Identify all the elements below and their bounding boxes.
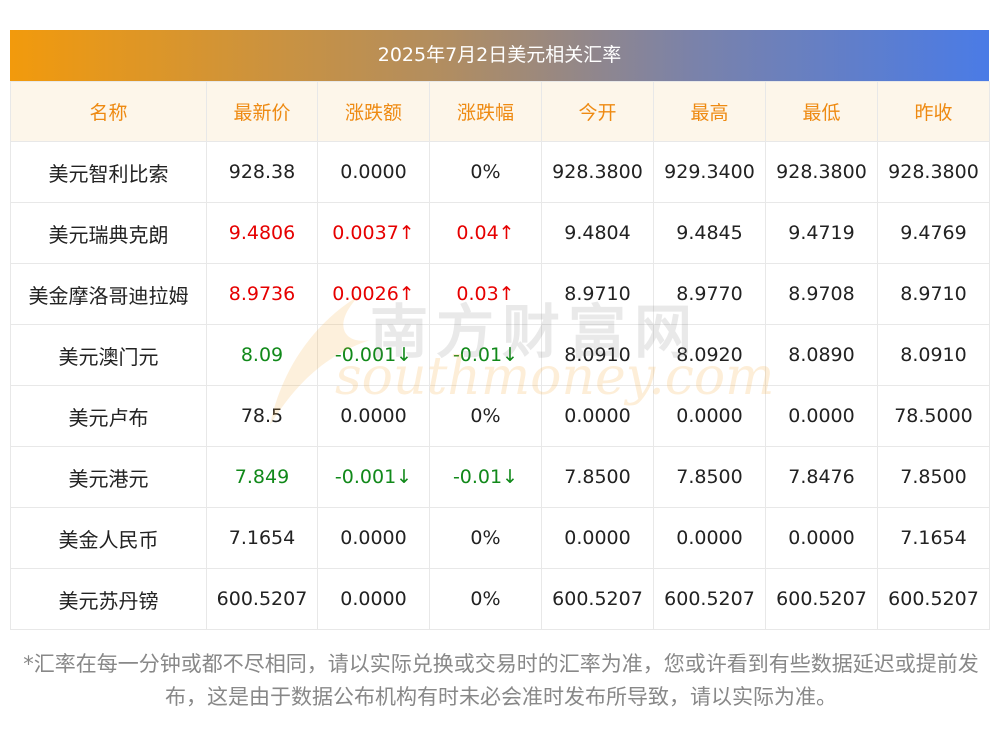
cell-latest: 8.9736 xyxy=(206,263,318,325)
header-pct: 涨跌幅 xyxy=(429,81,542,142)
cell-prev: 8.9710 xyxy=(877,263,990,325)
cell-open: 600.5207 xyxy=(541,568,654,630)
cell-change: 0.0026↑ xyxy=(317,263,430,325)
cell-open: 8.0910 xyxy=(541,324,654,386)
cell-name: 美元瑞典克朗 xyxy=(10,202,207,264)
table-row: 美元智利比索 928.38 0.0000 0% 928.3800 929.3400 928.… xyxy=(10,141,990,203)
cell-low: 8.9708 xyxy=(765,263,878,325)
cell-open: 9.4804 xyxy=(541,202,654,264)
cell-change: 0.0037↑ xyxy=(317,202,430,264)
cell-pct: -0.01↓ xyxy=(429,446,542,508)
cell-latest: 78.5 xyxy=(206,385,318,447)
cell-latest: 7.849 xyxy=(206,446,318,508)
header-change: 涨跌额 xyxy=(317,81,430,142)
cell-open: 7.8500 xyxy=(541,446,654,508)
cell-low: 0.0000 xyxy=(765,385,878,447)
header-prev: 昨收 xyxy=(877,81,990,142)
cell-low: 8.0890 xyxy=(765,324,878,386)
cell-name: 美元苏丹镑 xyxy=(10,568,207,630)
table-body: 美元智利比索 928.38 0.0000 0% 928.3800 929.3400 928.… xyxy=(10,141,990,630)
header-latest: 最新价 xyxy=(206,81,318,142)
cell-low: 928.3800 xyxy=(765,141,878,203)
table-title: 2025年7月2日美元相关汇率 xyxy=(10,30,989,81)
cell-change: 0.0000 xyxy=(317,385,430,447)
header-row: 名称 最新价 涨跌额 涨跌幅 今开 最高 最低 昨收 xyxy=(10,81,990,142)
cell-prev: 78.5000 xyxy=(877,385,990,447)
cell-name: 美元卢布 xyxy=(10,385,207,447)
cell-pct: 0% xyxy=(429,568,542,630)
cell-low: 7.8476 xyxy=(765,446,878,508)
table-row: 美金人民币 7.1654 0.0000 0% 0.0000 0.0000 0.0000 7.1… xyxy=(10,507,990,569)
cell-change: -0.001↓ xyxy=(317,446,430,508)
cell-pct: 0% xyxy=(429,385,542,447)
cell-latest: 7.1654 xyxy=(206,507,318,569)
cell-name: 美元智利比索 xyxy=(10,141,207,203)
cell-change: 0.0000 xyxy=(317,568,430,630)
cell-prev: 7.1654 xyxy=(877,507,990,569)
table-row: 美金摩洛哥迪拉姆 8.9736 0.0026↑ 0.03↑ 8.9710 8.9770 8.… xyxy=(10,263,990,325)
cell-low: 600.5207 xyxy=(765,568,878,630)
cell-prev: 600.5207 xyxy=(877,568,990,630)
cell-open: 928.3800 xyxy=(541,141,654,203)
cell-change: 0.0000 xyxy=(317,141,430,203)
cell-high: 9.4845 xyxy=(653,202,766,264)
cell-name: 美金摩洛哥迪拉姆 xyxy=(10,263,207,325)
table-row: 美元港元 7.849 -0.001↓ -0.01↓ 7.8500 7.8500 7.8476… xyxy=(10,446,990,508)
rate-table: 名称 最新价 涨跌额 涨跌幅 今开 最高 最低 昨收 美元智利比索 928.38 0… xyxy=(10,81,990,630)
cell-high: 7.8500 xyxy=(653,446,766,508)
cell-pct: 0% xyxy=(429,507,542,569)
cell-name: 美元澳门元 xyxy=(10,324,207,386)
table-row: 美元瑞典克朗 9.4806 0.0037↑ 0.04↑ 9.4804 9.4845 9.47… xyxy=(10,202,990,264)
cell-open: 0.0000 xyxy=(541,507,654,569)
cell-prev: 928.3800 xyxy=(877,141,990,203)
cell-latest: 8.09 xyxy=(206,324,318,386)
cell-latest: 928.38 xyxy=(206,141,318,203)
cell-high: 8.9770 xyxy=(653,263,766,325)
cell-open: 8.9710 xyxy=(541,263,654,325)
cell-name: 美元港元 xyxy=(10,446,207,508)
table-row: 美元澳门元 8.09 -0.001↓ -0.01↓ 8.0910 8.0920 8.0890… xyxy=(10,324,990,386)
cell-prev: 7.8500 xyxy=(877,446,990,508)
cell-prev: 9.4769 xyxy=(877,202,990,264)
cell-latest: 600.5207 xyxy=(206,568,318,630)
cell-pct: -0.01↓ xyxy=(429,324,542,386)
cell-high: 0.0000 xyxy=(653,385,766,447)
cell-prev: 8.0910 xyxy=(877,324,990,386)
cell-change: -0.001↓ xyxy=(317,324,430,386)
rate-table-container: 2025年7月2日美元相关汇率 名称 最新价 涨跌额 涨跌幅 今开 最高 最低 … xyxy=(10,30,990,630)
table-row: 美元卢布 78.5 0.0000 0% 0.0000 0.0000 0.0000 78.500… xyxy=(10,385,990,447)
cell-low: 0.0000 xyxy=(765,507,878,569)
header-name: 名称 xyxy=(10,81,207,142)
cell-high: 600.5207 xyxy=(653,568,766,630)
cell-high: 8.0920 xyxy=(653,324,766,386)
cell-change: 0.0000 xyxy=(317,507,430,569)
cell-latest: 9.4806 xyxy=(206,202,318,264)
table-row: 美元苏丹镑 600.5207 0.0000 0% 600.5207 600.5207 600… xyxy=(10,568,990,630)
cell-high: 0.0000 xyxy=(653,507,766,569)
cell-pct: 0% xyxy=(429,141,542,203)
disclaimer-note: *汇率在每一分钟或都不尽相同，请以实际兑换或交易时的汇率为准，您或许看到有些数据… xyxy=(23,652,979,709)
cell-pct: 0.04↑ xyxy=(429,202,542,264)
header-open: 今开 xyxy=(541,81,654,142)
cell-name: 美金人民币 xyxy=(10,507,207,569)
cell-high: 929.3400 xyxy=(653,141,766,203)
header-low: 最低 xyxy=(765,81,878,142)
header-high: 最高 xyxy=(653,81,766,142)
cell-pct: 0.03↑ xyxy=(429,263,542,325)
cell-low: 9.4719 xyxy=(765,202,878,264)
cell-open: 0.0000 xyxy=(541,385,654,447)
